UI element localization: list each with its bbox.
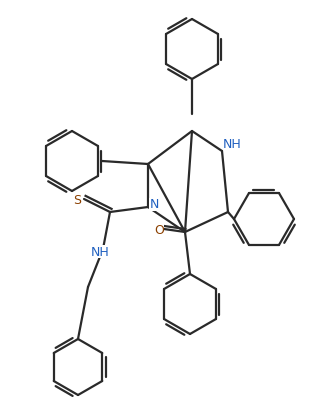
Text: N: N [149,198,159,211]
Text: NH: NH [223,137,241,150]
Text: S: S [73,194,81,207]
Text: NH: NH [91,245,109,258]
Text: O: O [154,224,164,237]
